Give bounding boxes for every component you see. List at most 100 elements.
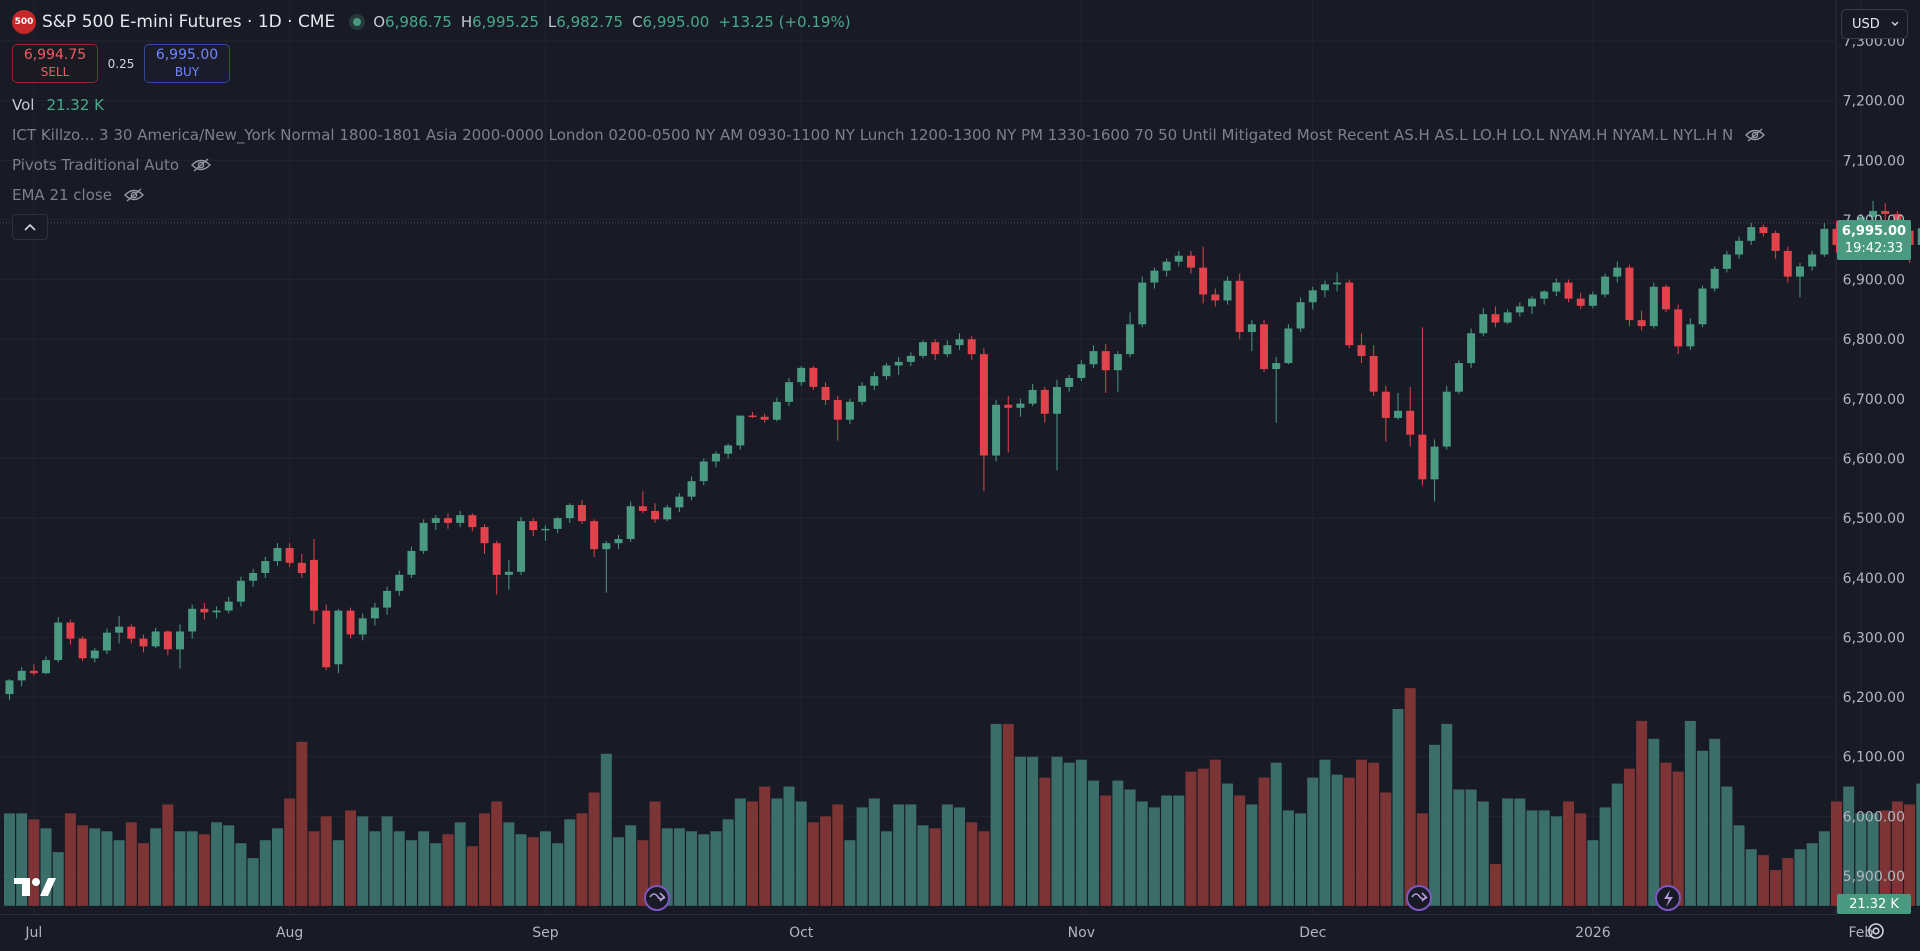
candle-body [809, 367, 818, 387]
dividend-event-icon[interactable] [1406, 885, 1432, 911]
volume-bar [929, 828, 941, 906]
volume-bar [320, 816, 332, 906]
volume-bar [661, 828, 673, 906]
volume-bar [588, 792, 600, 906]
volume-bar [479, 813, 491, 906]
volume-bar [1672, 771, 1684, 906]
volume-bar [4, 813, 15, 906]
candle-body [870, 376, 879, 386]
candle-body [261, 561, 270, 574]
dividend-event-icon[interactable] [644, 885, 670, 911]
volume-bar [1660, 762, 1672, 906]
volume-bar [880, 831, 892, 906]
volume-bar [1465, 789, 1477, 906]
candle-body [273, 547, 282, 562]
candle-body [1052, 386, 1061, 414]
volume-bar [832, 804, 844, 906]
candle-body [1381, 391, 1390, 418]
pivots-indicator-label: Pivots Traditional Auto [12, 156, 180, 174]
volume-bar [1355, 759, 1367, 906]
candle-body [651, 510, 660, 520]
candle-body [833, 400, 842, 420]
time-axis-label: Feb [1848, 925, 1873, 941]
candle-body [1418, 434, 1427, 480]
volume-bar [1368, 762, 1380, 906]
volume-bar [1148, 807, 1160, 906]
volume-bar [1587, 840, 1599, 906]
hidden-eye-icon[interactable] [123, 188, 144, 202]
killzones-indicator-legend[interactable]: ICT Killzo... 3 30 America/New_York Norm… [12, 126, 1766, 144]
volume-bar [162, 804, 174, 906]
volume-indicator-legend[interactable]: Vol 21.32 K [12, 96, 104, 114]
candle-body [1686, 324, 1695, 347]
candle-body [163, 631, 172, 650]
volume-bar [1027, 756, 1039, 906]
symbol-logo-icon[interactable]: 500 [12, 10, 36, 34]
volume-bar [1563, 801, 1575, 906]
volume-bar [1234, 795, 1246, 906]
volume-bar [89, 828, 101, 906]
market-status-icon[interactable] [349, 14, 366, 30]
close-value: C6,995.00 [632, 13, 710, 31]
volume-bar [649, 801, 661, 906]
volume-bar [1416, 813, 1428, 906]
volume-bar [1124, 789, 1136, 906]
volume-bar [1770, 870, 1782, 906]
candle-body [200, 608, 209, 613]
volume-bar [369, 831, 381, 906]
price-change: +13.25 (+0.19%) [718, 13, 851, 31]
gear-icon[interactable] [1866, 921, 1886, 941]
sell-button[interactable]: 6,994.75 SELL [12, 44, 98, 83]
candle-body [1540, 291, 1549, 299]
symbol-header[interactable]: 500 S&P 500 E-mini Futures · 1D · CME O6… [12, 10, 851, 34]
ema-indicator-legend[interactable]: EMA 21 close [12, 186, 144, 204]
symbol-title[interactable]: S&P 500 E-mini Futures · 1D · CME [42, 12, 336, 32]
volume-bar [868, 798, 880, 906]
volume-bar [1100, 795, 1112, 906]
price-axis-labels: 7,300.007,200.007,100.007,000.006,900.00… [1843, 34, 1905, 885]
time-axis-label: Aug [276, 925, 303, 941]
candle-body [821, 386, 830, 401]
candle-body [1735, 240, 1744, 255]
volume-bar [1818, 831, 1830, 906]
tradingview-logo-icon[interactable] [14, 876, 56, 898]
last-price-value: 6,995.00 [1841, 224, 1907, 239]
event-markers[interactable] [644, 885, 1681, 911]
volume-bar [539, 831, 551, 906]
price-axis-label: 6,100.00 [1843, 750, 1905, 766]
candle-body [1235, 280, 1244, 333]
candle-body [1722, 254, 1731, 269]
pivots-indicator-legend[interactable]: Pivots Traditional Auto [12, 156, 212, 174]
candle-body [1771, 233, 1780, 251]
volume-bar [1733, 825, 1745, 906]
volume-bar [357, 816, 369, 906]
candle-body [249, 573, 258, 581]
volume-bar [405, 840, 417, 906]
candle-body [626, 506, 635, 540]
hidden-eye-icon[interactable] [1745, 128, 1766, 142]
volume-bar [223, 825, 235, 906]
price-scale-background[interactable] [1836, 0, 1920, 915]
volume-bar [1392, 709, 1404, 906]
last-price-label: 6,995.00 19:42:33 [1837, 220, 1911, 260]
candle-body [1820, 228, 1829, 255]
candle-body [1089, 351, 1098, 365]
candle-body [1162, 261, 1171, 271]
volume-bar [1916, 783, 1920, 906]
candle-body [383, 590, 392, 608]
price-axis-label: 6,300.00 [1843, 630, 1905, 646]
candle-body [858, 385, 867, 402]
currency-select[interactable]: USD [1841, 9, 1908, 39]
volume-bar [271, 828, 283, 906]
buy-button[interactable]: 6,995.00 BUY [144, 44, 230, 83]
collapse-legend-button[interactable] [12, 214, 48, 240]
candle-body [322, 610, 331, 668]
candle-body [1186, 255, 1195, 268]
volume-bar [1380, 792, 1392, 906]
hidden-eye-icon[interactable] [191, 158, 212, 172]
buy-label: BUY [174, 64, 200, 79]
lightning-event-icon[interactable] [1655, 885, 1681, 911]
volume-bar [1477, 801, 1489, 906]
volume-bar [1014, 756, 1026, 906]
